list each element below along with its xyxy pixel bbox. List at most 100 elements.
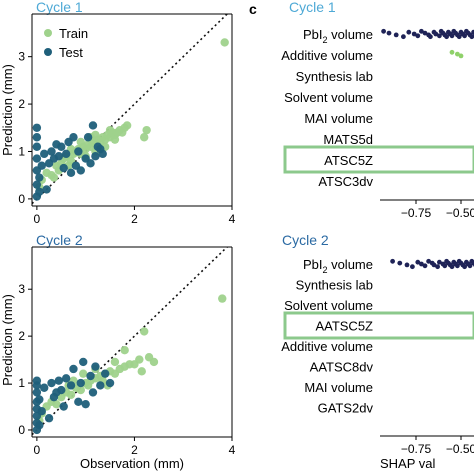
cycle-2-x-label: Observation (mm) <box>80 456 184 471</box>
cycle-1-ticks: 0 2 4 0 1 2 3 <box>18 50 235 226</box>
cycle-2-test-point <box>79 357 88 367</box>
cycle-1-feature-label: Additive volume <box>281 48 373 63</box>
cycle-2-shap-point <box>455 263 460 269</box>
cycle-2-train-point <box>137 367 146 376</box>
cycle-2-shap-point <box>431 262 437 268</box>
cycle-1-test-point <box>35 187 44 196</box>
cycle-2-test-point <box>39 383 49 392</box>
cycle-1-shap-point <box>455 51 460 57</box>
cycle-1-x-tick-label: −0.75 <box>401 206 432 220</box>
cycle-1-shap-point <box>422 30 428 36</box>
legend-test-marker <box>44 48 52 56</box>
legend-test-label: Test <box>59 45 83 60</box>
cycle-1-train-point <box>220 38 229 47</box>
cycle-1-test-point <box>42 185 51 194</box>
cycle-1-test-point <box>61 149 71 159</box>
cycle-2-test-point <box>66 381 76 390</box>
cycle-2-highlight-box <box>283 311 474 340</box>
cycle-1-y-tick-label: 3 <box>18 50 25 64</box>
cycle-1-points <box>32 38 229 201</box>
cycle-2-shap-panel: Cycle 2 PbI2 volume Synthesis lab Solvent … <box>281 232 474 471</box>
cycle-2-feature-label: Solvent volume <box>284 298 373 313</box>
cycle-2-test-point <box>35 421 44 430</box>
cycle-2-shap-point <box>435 264 440 270</box>
cycle-1-shap-ticks: −0.75−0.50−0 <box>401 200 474 220</box>
cycle-1-legend: Train Test <box>44 26 88 60</box>
cycle-2-test-point <box>105 378 115 388</box>
cycle-1-shap-point <box>381 28 386 34</box>
cycle-1-test-point <box>74 147 83 156</box>
cycle-1-highlight-box <box>283 145 474 174</box>
cycle-2-y-tick-label: 0 <box>18 423 25 437</box>
cycle-1-x-tick-label: −0.50 <box>446 206 474 220</box>
cycle-2-train-point <box>120 346 129 355</box>
cycle-1-shap-point <box>444 34 449 40</box>
cycle-2-test-point <box>54 376 64 385</box>
cycle-1-shap-point <box>458 53 464 59</box>
cycle-2-feature-label: Synthesis lab <box>296 278 373 293</box>
panel-c-letter: c <box>249 1 257 17</box>
cycle-2-feature-label: PbI2 volume <box>303 257 373 275</box>
cycle-2-feature-label: MAI volume <box>304 380 373 395</box>
cycle-2-shap-points <box>390 258 474 270</box>
cycle-1-shap-point <box>462 33 467 39</box>
cycle-1-train-point <box>105 125 115 135</box>
cycle-2-feature-label: AATSC8dv <box>310 360 374 375</box>
cycle-1-shap-point <box>419 28 424 34</box>
cycle-1-y-tick-label: 0 <box>18 192 25 206</box>
cycle-2-test-point <box>61 374 71 383</box>
cycle-2-test-point <box>91 362 100 371</box>
cycle-1-shap-point <box>411 31 417 37</box>
cycle-2-test-point <box>81 399 90 409</box>
cycle-2-test-point <box>52 388 61 397</box>
cycle-2-train-point <box>110 357 120 367</box>
cycle-2-shap-point <box>467 263 473 269</box>
cycle-2-train-point <box>76 385 85 395</box>
cycle-1-parity-panel: Cycle 1 Prediction (mm) 0 2 4 0 1 2 3 Train Te… <box>0 0 236 226</box>
cycle-2-shap-point <box>410 264 415 270</box>
cycle-1-test-point <box>52 140 61 149</box>
cycle-1-test-point <box>37 161 46 170</box>
cycle-2-shap-title: Cycle 2 <box>282 232 329 248</box>
cycle-2-shap-point <box>462 264 467 270</box>
cycle-2-test-point <box>76 378 85 388</box>
cycle-2-points <box>32 294 227 435</box>
cycle-2-train-point <box>149 357 159 367</box>
cycle-2-x-tick-label: 2 <box>131 443 138 457</box>
cycle-1-feature-label: PbI2 volume <box>303 27 373 45</box>
cycle-2-test-point <box>88 388 98 397</box>
cycle-2-feature-label: GATS2dv <box>318 401 374 416</box>
cycle-2-test-point <box>74 397 83 407</box>
cycle-1-test-point <box>47 147 56 156</box>
legend-train-label: Train <box>59 26 88 41</box>
cycle-2-test-point <box>69 364 78 374</box>
cycle-1-shap-point <box>386 30 392 36</box>
cycle-1-shap-point <box>406 29 412 35</box>
cycle-1-test-point <box>86 159 95 168</box>
cycle-2-train-point <box>66 390 76 399</box>
cycle-1-test-point <box>66 168 76 178</box>
cycle-2-shap-feature-labels: PbI2 volume Synthesis lab Solvent volume AA… <box>281 257 373 416</box>
cycle-1-train-point <box>142 125 151 135</box>
cycle-1-test-point <box>91 152 100 161</box>
cycle-1-y-tick-label: 1 <box>18 144 25 158</box>
cycle-1-shap-point <box>456 34 462 40</box>
cycle-2-test-point <box>32 376 42 385</box>
cycle-1-test-point <box>32 123 42 132</box>
cycle-2-train-point <box>218 294 227 303</box>
cycle-2-shap-point <box>390 258 395 264</box>
cycle-1-train-point <box>122 121 132 130</box>
cycle-1-test-point <box>44 159 54 168</box>
cycle-2-train-point <box>52 399 61 409</box>
cycle-1-feature-label: Synthesis lab <box>296 69 373 84</box>
cycle-1-shap-point <box>428 34 433 40</box>
cycle-1-test-point <box>54 152 64 161</box>
cycle-2-shap-point <box>404 262 410 268</box>
cycle-1-feature-label: MATS5d <box>323 132 373 147</box>
cycle-1-test-point <box>59 163 68 173</box>
cycle-2-test-point <box>32 388 42 397</box>
cycle-2-ticks: 0 2 4 0 1 2 3 <box>18 282 235 457</box>
cycle-2-shap-point <box>415 259 421 265</box>
cycle-2-shap-ticks: −0.75−0.50−0 <box>401 436 474 456</box>
cycle-2-test-point <box>35 395 44 404</box>
